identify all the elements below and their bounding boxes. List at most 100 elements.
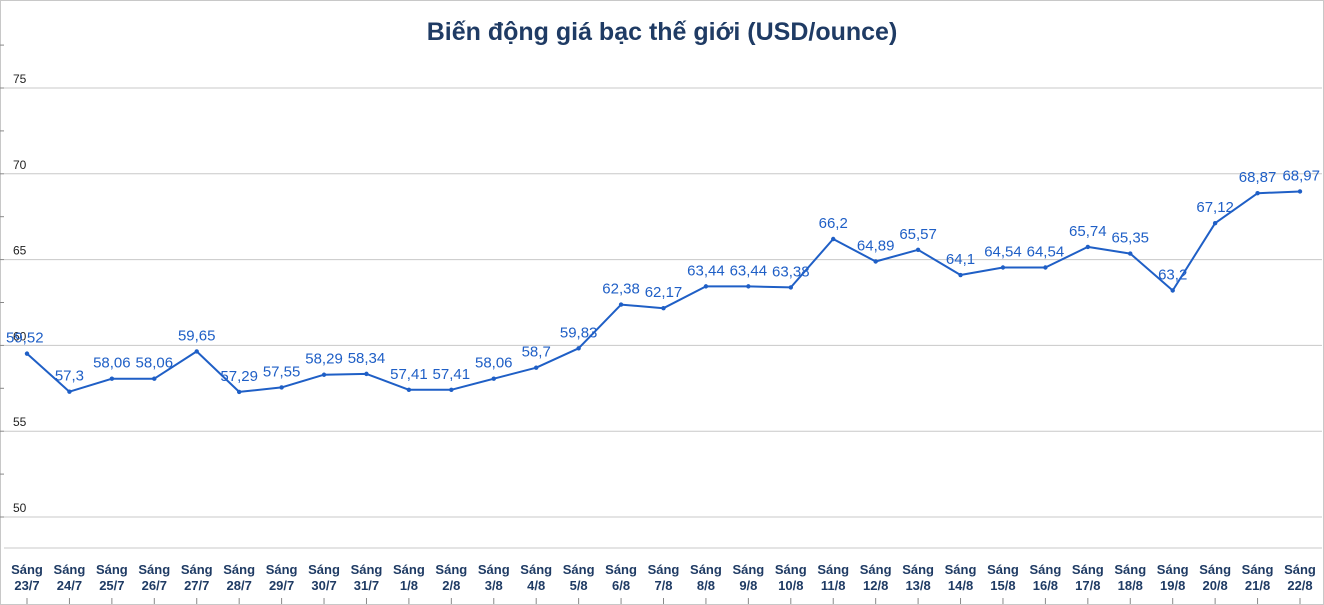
- x-tick-label: Sáng: [223, 562, 255, 577]
- data-point: [661, 305, 666, 311]
- data-label: 65,35: [1111, 230, 1149, 247]
- x-tick-label: 23/7: [14, 578, 39, 593]
- data-point: [406, 387, 412, 393]
- x-tick-label: 8/8: [697, 578, 715, 593]
- data-point: [1043, 265, 1048, 270]
- data-point: [958, 272, 963, 278]
- data-label: 58,29: [305, 351, 343, 368]
- x-tick-label: Sáng: [393, 562, 425, 577]
- data-point: [364, 371, 369, 377]
- x-tick-label: 14/8: [948, 578, 973, 593]
- x-tick-label: 7/8: [654, 578, 672, 593]
- x-tick-label: 25/7: [99, 578, 124, 593]
- x-tick-label: Sáng: [563, 562, 595, 577]
- data-point: [1255, 190, 1260, 196]
- data-point: [491, 376, 496, 381]
- data-point: [321, 372, 327, 377]
- x-tick-label: 11/8: [821, 578, 846, 593]
- data-label: 58,06: [93, 355, 131, 372]
- x-tick-label: 9/8: [739, 578, 757, 593]
- x-tick-label: Sáng: [96, 562, 128, 577]
- y-tick-label: 50: [13, 501, 27, 515]
- x-tick-label: 19/8: [1160, 578, 1185, 593]
- y-tick-label: 75: [13, 72, 27, 86]
- x-tick-label: Sáng: [732, 562, 764, 577]
- x-tick-label: 26/7: [142, 578, 167, 593]
- data-point: [449, 387, 454, 393]
- data-label: 57,41: [433, 366, 471, 383]
- x-tick-label: Sáng: [1030, 562, 1062, 577]
- data-label: 59,65: [178, 327, 216, 344]
- x-tick-label: 16/8: [1033, 578, 1058, 593]
- data-point: [109, 376, 115, 381]
- x-tick-label: Sáng: [987, 562, 1019, 577]
- data-label: 67,12: [1196, 199, 1234, 216]
- x-tick-label: Sáng: [817, 562, 849, 577]
- data-label: 68,97: [1282, 167, 1320, 184]
- x-tick-label: Sáng: [690, 562, 722, 577]
- x-tick-label: 13/8: [905, 578, 930, 593]
- data-label: 58,06: [136, 355, 174, 372]
- data-label: 63,2: [1158, 266, 1187, 283]
- data-label: 59,52: [6, 330, 44, 347]
- data-point: [152, 376, 157, 381]
- x-tick-label: Sáng: [902, 562, 934, 577]
- x-tick-label: Sáng: [1242, 562, 1274, 577]
- data-point: [788, 285, 793, 290]
- x-tick-label: 28/7: [227, 578, 252, 593]
- x-tick-label: 17/8: [1075, 578, 1100, 593]
- x-tick-label: 29/7: [269, 578, 294, 593]
- data-point: [1170, 288, 1175, 293]
- data-label: 63,38: [772, 263, 810, 280]
- x-tick-label: 24/7: [57, 578, 82, 593]
- x-tick-label: 6/8: [612, 578, 630, 593]
- data-label: 66,2: [819, 215, 848, 232]
- x-tick-label: Sáng: [1157, 562, 1189, 577]
- x-tick-label: 20/8: [1202, 578, 1227, 593]
- x-tick-label: Sáng: [1199, 562, 1231, 577]
- data-label: 57,29: [220, 368, 258, 385]
- data-label: 57,41: [390, 366, 428, 383]
- data-point: [1128, 251, 1133, 256]
- data-point: [703, 284, 709, 289]
- x-tick-label: Sáng: [648, 562, 680, 577]
- x-tick-label: 30/7: [311, 578, 336, 593]
- data-point: [24, 351, 30, 356]
- x-tick-label: 31/7: [354, 578, 379, 593]
- data-point: [1085, 244, 1091, 250]
- data-label: 63,44: [730, 262, 768, 279]
- x-tick-label: Sáng: [945, 562, 977, 577]
- x-tick-label: Sáng: [308, 562, 340, 577]
- x-tick-label: Sáng: [351, 562, 383, 577]
- data-label: 68,87: [1239, 169, 1277, 186]
- y-tick-label: 60: [13, 329, 27, 343]
- data-point: [873, 259, 878, 264]
- data-label: 65,57: [899, 226, 937, 243]
- x-tick-label: 15/8: [990, 578, 1015, 593]
- data-point: [534, 365, 539, 370]
- x-tick-label: Sáng: [520, 562, 552, 577]
- x-tick-label: Sáng: [181, 562, 213, 577]
- x-tick-label: 10/8: [778, 578, 803, 593]
- data-point: [831, 236, 836, 242]
- data-label: 65,74: [1069, 223, 1107, 240]
- data-label: 58,7: [522, 344, 551, 361]
- x-tick-label: 22/8: [1287, 578, 1312, 593]
- x-tick-label: Sáng: [775, 562, 807, 577]
- y-tick-label: 70: [13, 158, 27, 172]
- data-point: [746, 284, 751, 289]
- x-tick-label: Sáng: [1114, 562, 1146, 577]
- chart-title: Biến động giá bạc thế giới (USD/ounce): [426, 18, 898, 46]
- x-axis-labels: Sáng23/7Sáng24/7Sáng25/7Sáng26/7Sáng27/7…: [11, 562, 1316, 604]
- x-tick-label: Sáng: [478, 562, 510, 577]
- data-label: 64,54: [1027, 243, 1065, 260]
- x-tick-label: Sáng: [266, 562, 298, 577]
- x-tick-label: 2/8: [442, 578, 460, 593]
- data-label: 64,1: [946, 251, 975, 268]
- data-label: 57,3: [55, 368, 84, 385]
- data-label: 59,83: [560, 324, 598, 341]
- y-tick-label: 55: [13, 415, 27, 429]
- data-point: [1297, 189, 1303, 194]
